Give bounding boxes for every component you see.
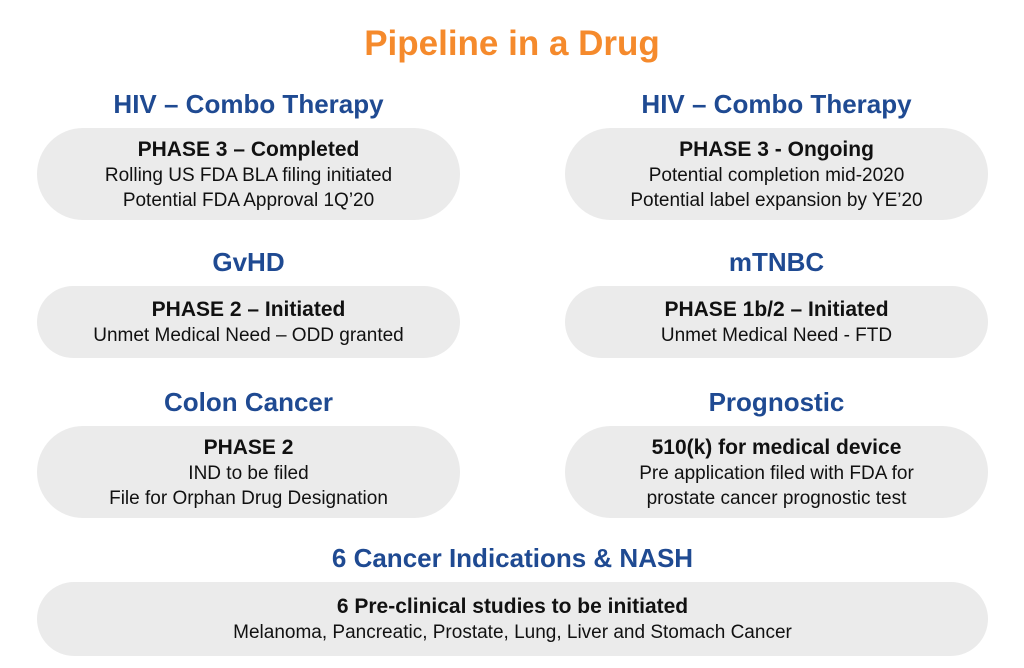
phase-title: PHASE 1b/2 – Initiated [664, 298, 889, 321]
card-box: PHASE 2 IND to be filed File for Orphan … [37, 426, 460, 518]
page-title: Pipeline in a Drug [364, 24, 660, 63]
card-heading: Colon Cancer [163, 387, 334, 417]
pipeline-card-prognostic: Prognostic 510(k) for medical device Pre… [565, 386, 988, 518]
phase-title: 510(k) for medical device [651, 435, 902, 459]
detail-line: prostate cancer prognostic test [646, 487, 907, 509]
pipeline-card-mtnbc: mTNBC PHASE 1b/2 – Initiated Unmet Medic… [565, 246, 988, 358]
card-heading: HIV – Combo Therapy [113, 89, 384, 119]
card-box: 6 Pre-clinical studies to be initiated M… [37, 582, 988, 656]
card-box: PHASE 3 - Ongoing Potential completion m… [565, 128, 988, 220]
phase-title: PHASE 3 – Completed [137, 137, 360, 161]
phase-title: PHASE 2 [203, 435, 294, 459]
detail-line: File for Orphan Drug Designation [109, 487, 388, 509]
pipeline-card-preclinical: 6 Cancer Indications & NASH 6 Pre-clinic… [37, 542, 988, 656]
phase-title: PHASE 3 - Ongoing [679, 137, 874, 161]
detail-line: Unmet Medical Need – ODD granted [93, 325, 404, 346]
detail-line: Unmet Medical Need - FTD [660, 325, 893, 346]
card-heading: 6 Cancer Indications & NASH [331, 543, 694, 573]
card-heading: mTNBC [728, 247, 825, 277]
card-box: PHASE 3 – Completed Rolling US FDA BLA f… [37, 128, 460, 220]
card-heading: HIV – Combo Therapy [641, 89, 912, 119]
card-box: PHASE 1b/2 – Initiated Unmet Medical Nee… [565, 286, 988, 358]
phase-title: PHASE 2 – Initiated [151, 298, 346, 321]
detail-line: Potential FDA Approval 1Q’20 [122, 189, 375, 211]
detail-line: Potential label expansion by YE’20 [630, 189, 923, 211]
pipeline-card-gvhd: GvHD PHASE 2 – Initiated Unmet Medical N… [37, 246, 460, 358]
card-box: PHASE 2 – Initiated Unmet Medical Need –… [37, 286, 460, 358]
detail-line: Melanoma, Pancreatic, Prostate, Lung, Li… [233, 622, 792, 643]
pipeline-card-colon-cancer: Colon Cancer PHASE 2 IND to be filed Fil… [37, 386, 460, 518]
pipeline-card-hiv-ongoing: HIV – Combo Therapy PHASE 3 - Ongoing Po… [565, 88, 988, 220]
phase-title: 6 Pre-clinical studies to be initiated [336, 595, 689, 618]
detail-line: Potential completion mid-2020 [648, 164, 905, 186]
card-box: 510(k) for medical device Pre applicatio… [565, 426, 988, 518]
pipeline-card-hiv-completed: HIV – Combo Therapy PHASE 3 – Completed … [37, 88, 460, 220]
detail-line: Rolling US FDA BLA filing initiated [104, 164, 393, 186]
detail-line: Pre application filed with FDA for [639, 462, 914, 484]
card-heading: Prognostic [708, 387, 845, 417]
card-heading: GvHD [212, 247, 285, 277]
detail-line: IND to be filed [188, 462, 309, 484]
